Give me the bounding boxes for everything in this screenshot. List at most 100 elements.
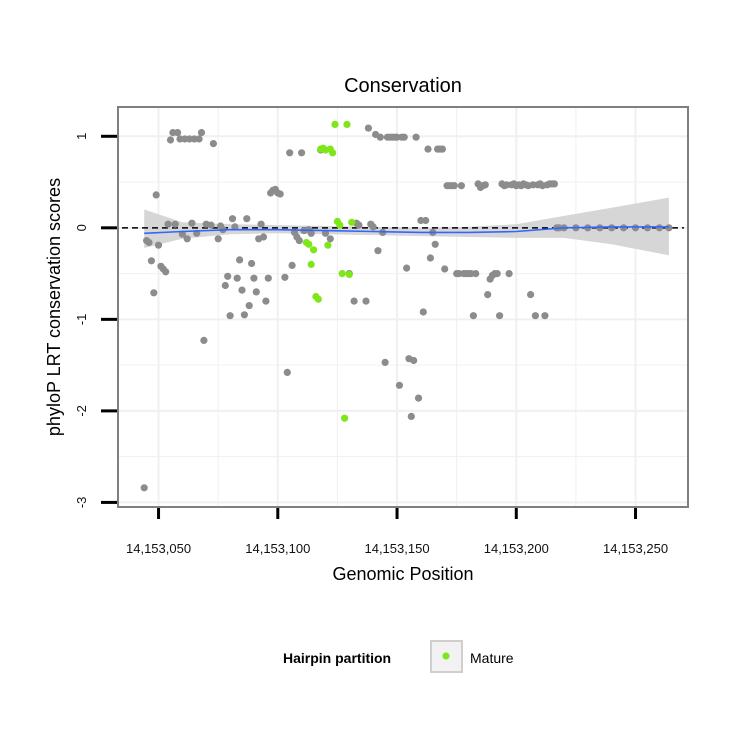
other-point <box>245 302 253 310</box>
mature-point <box>336 221 344 229</box>
chart-title: Conservation <box>344 75 462 97</box>
other-point <box>233 274 241 282</box>
other-point <box>226 312 234 320</box>
plot-panel <box>117 106 689 508</box>
mature-point <box>307 260 315 268</box>
other-point <box>381 358 389 366</box>
legend-title: Hairpin partition <box>283 650 391 666</box>
other-point <box>410 356 418 365</box>
mature-point <box>343 120 351 128</box>
mature-point <box>345 270 353 279</box>
other-point <box>228 215 237 223</box>
other-point <box>496 312 504 320</box>
other-point <box>493 270 501 278</box>
x-tick-label: 14,153,050 <box>126 541 191 556</box>
other-point <box>326 235 334 243</box>
other-point <box>414 394 423 402</box>
other-point <box>150 289 158 297</box>
other-point <box>350 297 358 305</box>
other-point <box>250 274 258 282</box>
x-tick-label: 14,153,200 <box>484 541 549 556</box>
other-point <box>240 311 248 319</box>
other-point <box>374 247 382 255</box>
other-point <box>264 274 272 282</box>
other-point <box>643 224 652 232</box>
other-point <box>655 224 664 232</box>
other-point <box>298 149 306 157</box>
other-point <box>231 223 239 231</box>
y-tick-label: -3 <box>74 497 89 509</box>
mature-point <box>310 246 318 254</box>
other-point <box>608 224 616 232</box>
other-point <box>140 484 148 492</box>
mature-point <box>324 241 332 249</box>
other-point <box>412 133 420 141</box>
other-point <box>419 308 427 316</box>
other-point <box>395 381 403 389</box>
mature-point <box>338 270 346 278</box>
other-point <box>197 129 206 137</box>
other-point <box>307 229 315 237</box>
other-point <box>362 297 370 305</box>
other-point <box>631 224 640 232</box>
other-point <box>281 273 289 281</box>
other-point <box>195 135 203 143</box>
other-point <box>238 286 246 294</box>
other-point <box>527 291 535 299</box>
smooth-line-layer <box>144 226 669 235</box>
other-point <box>259 233 268 241</box>
other-point <box>321 229 330 237</box>
other-point <box>152 191 160 199</box>
other-point <box>438 145 446 153</box>
x-tick-label: 14,153,100 <box>245 541 310 556</box>
plot-panel-background <box>118 107 688 507</box>
plot-panel-border <box>117 106 689 508</box>
other-point <box>164 220 172 228</box>
x-axis-title: Genomic Position <box>332 564 473 584</box>
other-point <box>364 124 372 132</box>
x-tick-label: 14,153,250 <box>603 541 668 556</box>
other-point <box>236 256 244 264</box>
other-point <box>484 291 492 299</box>
y-tick-label: 1 <box>74 133 89 140</box>
y-tick-label: 0 <box>74 224 89 231</box>
other-point <box>283 368 291 376</box>
other-point <box>276 190 284 198</box>
legend: Hairpin partition Mature <box>283 640 514 673</box>
mature-point <box>329 149 337 157</box>
other-point <box>369 223 377 231</box>
other-point <box>531 312 540 320</box>
other-point <box>214 235 222 243</box>
other-point <box>457 182 465 190</box>
other-point <box>207 221 215 229</box>
other-point <box>188 219 196 227</box>
other-point <box>183 235 191 243</box>
other-point <box>145 238 153 247</box>
other-point <box>288 261 296 269</box>
x-axis: 14,153,050 14,153,100 14,153,150 14,153,200… <box>126 508 668 556</box>
other-point <box>665 224 673 232</box>
other-point <box>286 149 294 157</box>
other-point <box>400 133 408 141</box>
mature-point <box>341 414 349 422</box>
other-point <box>171 220 179 228</box>
other-point <box>441 265 449 273</box>
other-point <box>154 241 163 249</box>
other-point <box>162 268 170 276</box>
other-point <box>481 181 489 189</box>
y-axis: -3 -2 -1 0 1 <box>74 133 117 508</box>
other-point <box>221 281 229 290</box>
other-point <box>422 216 430 225</box>
other-point <box>550 180 559 188</box>
other-point <box>620 224 628 232</box>
other-point <box>295 237 303 245</box>
other-point <box>209 140 217 148</box>
other-point <box>424 145 432 153</box>
data-points <box>140 120 673 492</box>
other-point <box>426 254 434 262</box>
other-point <box>248 259 256 268</box>
other-point <box>376 133 384 141</box>
smooth-trend-line <box>144 226 669 235</box>
legend-label-mature: Mature <box>470 650 514 666</box>
other-point <box>472 270 480 278</box>
